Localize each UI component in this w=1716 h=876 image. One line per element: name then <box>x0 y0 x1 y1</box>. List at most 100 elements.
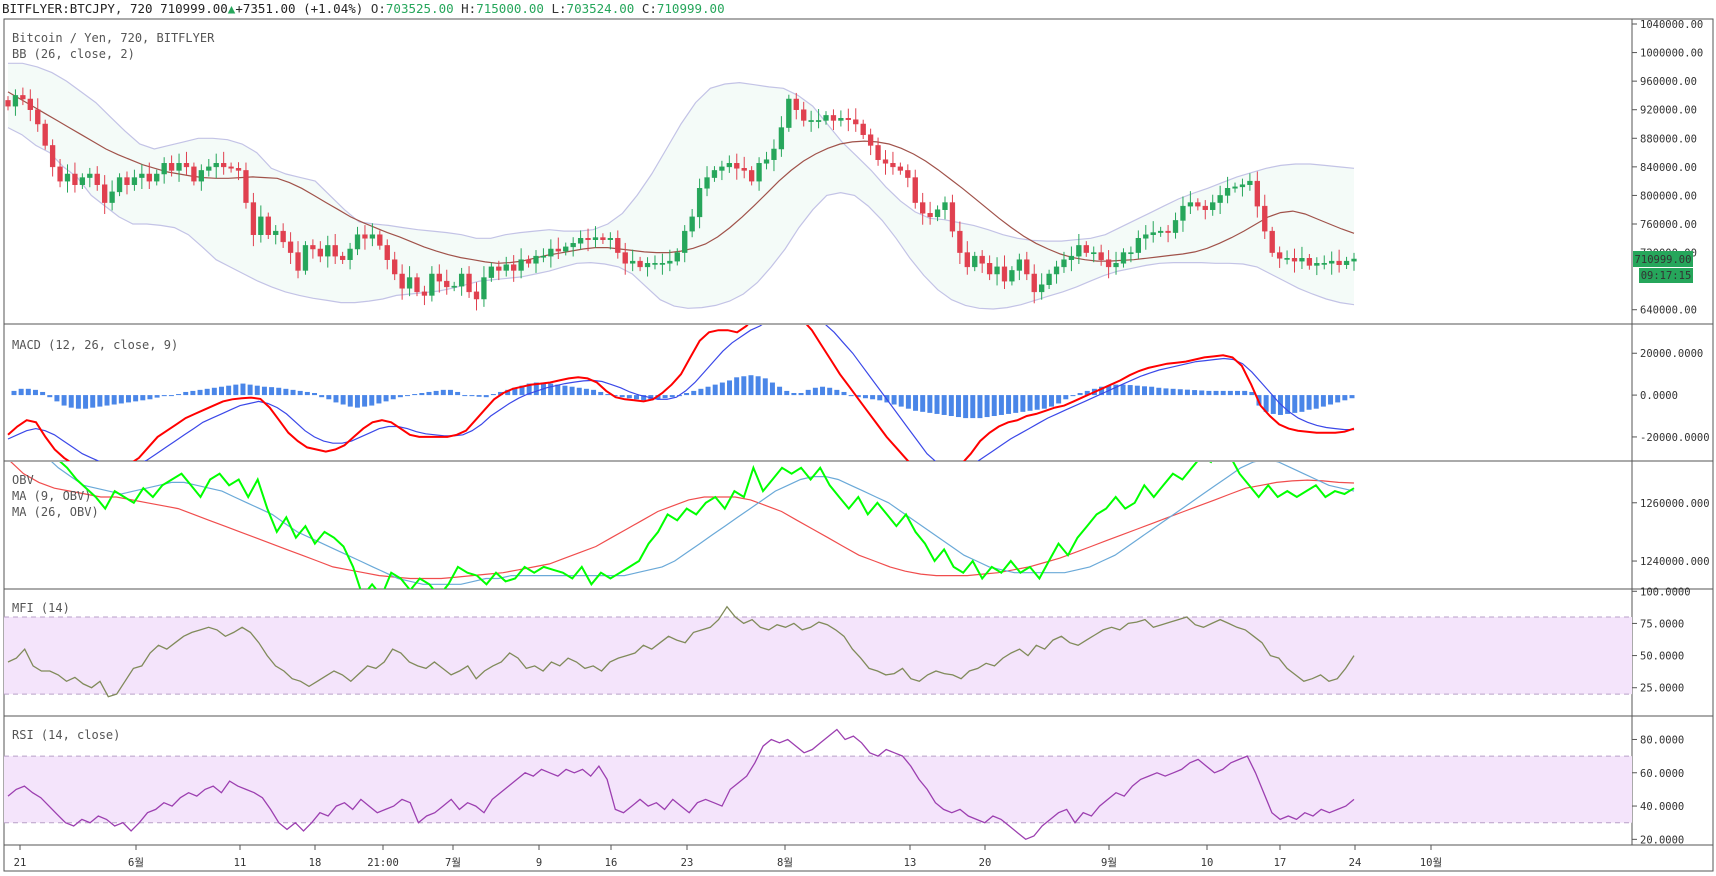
macd-histogram-bar <box>812 387 818 396</box>
macd-histogram-bar <box>154 395 160 398</box>
bb-fill <box>8 63 1354 309</box>
macd-histogram-bar <box>1213 390 1219 396</box>
macd-histogram-bar <box>1020 395 1026 412</box>
candle-body <box>875 145 881 160</box>
candle-body <box>860 123 866 135</box>
candle-body <box>325 245 331 257</box>
candle-body <box>1113 263 1119 268</box>
symbol-name: BITFLYER:BTCJPY <box>2 1 115 16</box>
candle-body <box>763 159 770 164</box>
macd-histogram-bar <box>605 394 611 396</box>
candle-body <box>235 168 242 171</box>
candle-body <box>488 266 495 278</box>
candle-body <box>1299 258 1305 262</box>
rsi-band <box>4 756 1632 823</box>
rsi-pane <box>4 728 1632 841</box>
candle-body <box>1143 234 1149 239</box>
macd-histogram-bar <box>68 395 74 408</box>
candle-body <box>815 120 822 122</box>
macd-title: MACD (12, 26, close, 9) <box>12 338 178 352</box>
macd-histogram-bar <box>1056 395 1062 404</box>
macd-histogram-bar <box>354 395 360 408</box>
x-tick-label: 11 <box>234 857 247 869</box>
candle-body <box>674 252 680 262</box>
macd-histogram-bar <box>219 386 224 396</box>
macd-histogram-bar <box>190 390 196 396</box>
macd-histogram-bar <box>276 387 282 396</box>
candle-body <box>1247 180 1253 185</box>
macd-histogram-bar <box>1270 395 1276 414</box>
macd-histogram-bar <box>247 384 253 396</box>
macd-histogram-bar <box>405 395 411 397</box>
candle-body <box>682 230 688 253</box>
macd-histogram-bar <box>211 387 217 396</box>
macd-histogram-bar <box>1127 385 1133 396</box>
macd-histogram-bar <box>476 395 482 397</box>
macd-histogram-bar <box>862 395 868 399</box>
candle-body <box>421 291 428 296</box>
macd-histogram-bar <box>970 395 976 419</box>
last-price: 710999.00 <box>160 1 228 16</box>
macd-histogram-bar <box>1113 384 1119 396</box>
candle-body <box>637 260 643 268</box>
macd-histogram-bar <box>505 389 511 396</box>
candle-body <box>548 248 554 257</box>
candle-body <box>384 245 390 260</box>
macd-histogram-bar <box>1349 395 1355 399</box>
macd-histogram-bar <box>1285 395 1291 414</box>
candle-body <box>198 170 205 182</box>
macd-histogram-bar <box>1034 395 1040 410</box>
macd-histogram-bar <box>1306 395 1312 410</box>
macd-histogram-bar <box>533 382 539 396</box>
candle-body <box>696 188 703 218</box>
candle-body <box>124 177 130 185</box>
candle-body <box>1187 202 1194 207</box>
macd-histogram-bar <box>1320 395 1326 407</box>
chart-title: Bitcoin / Yen, 720, BITFLYER <box>12 31 215 45</box>
macd-histogram-bar <box>555 384 561 396</box>
open-value: 703525.00 <box>385 1 454 16</box>
macd-histogram-bar <box>25 388 31 396</box>
macd-histogram-bar <box>998 395 1004 415</box>
macd-histogram-bar <box>340 395 346 405</box>
obv-pane <box>10 462 1355 589</box>
candle-body <box>1031 273 1037 293</box>
candle-body <box>1016 259 1023 271</box>
macd-histogram-bar <box>712 384 718 396</box>
candle-body <box>808 120 814 122</box>
candle-body <box>35 109 41 125</box>
macd-histogram-bar <box>75 395 81 409</box>
macd-histogram-bar <box>412 394 418 396</box>
candle-body <box>934 209 941 218</box>
low-value: 703524.00 <box>566 1 635 16</box>
macd-histogram-bar <box>583 388 589 396</box>
macd-histogram-bar <box>1313 395 1319 409</box>
candle-body <box>1135 238 1141 253</box>
candle-body <box>942 202 948 210</box>
x-tick-label: 24 <box>1349 857 1362 869</box>
candle-body <box>615 238 621 253</box>
y-tick-label: 1260000.000 <box>1640 498 1710 510</box>
candle-body <box>310 245 316 250</box>
candle-body <box>20 95 26 100</box>
candle-body <box>339 255 346 260</box>
macd-histogram-bar <box>755 376 761 396</box>
obv-ma26-legend: MA (26, OBV) <box>12 505 99 519</box>
low-label: L: <box>551 1 567 16</box>
macd-histogram-bar <box>183 391 189 396</box>
candle-body <box>630 260 636 264</box>
bb-legend: BB (26, close, 2) <box>12 47 135 61</box>
macd-histogram-bar <box>161 395 167 397</box>
macd-histogram-bar <box>1120 384 1126 396</box>
candle-body <box>250 202 257 235</box>
candle-body <box>57 166 63 182</box>
candle-body <box>1254 180 1260 207</box>
macd-histogram-bar <box>168 395 174 397</box>
y-tick-label: 100.0000 <box>1640 586 1691 598</box>
x-tick-label: 8월 <box>777 857 793 869</box>
macd-histogram-bar <box>40 391 46 396</box>
macd-histogram-bar <box>855 395 861 398</box>
y-tick-label: 80.0000 <box>1640 734 1684 746</box>
macd-histogram-bar <box>1156 387 1162 396</box>
